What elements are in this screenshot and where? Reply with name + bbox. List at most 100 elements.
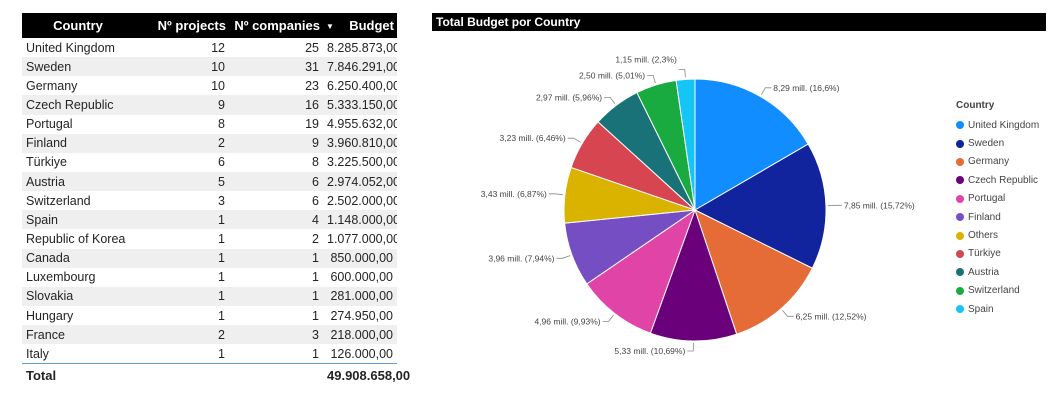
cell-projects: 1: [134, 229, 229, 249]
cell-companies: 23: [229, 76, 323, 96]
pie-slice[interactable]: [675, 78, 696, 211]
legend-item-label: Austria: [968, 266, 1000, 278]
legend-item-label: Others: [968, 230, 999, 242]
cell-country: Republic of Korea: [22, 229, 134, 249]
pie-slice[interactable]: [693, 143, 827, 269]
slice-data-label: 2,50 mill. (5,01%): [579, 70, 645, 80]
legend-item[interactable]: Switzerland: [956, 282, 1039, 300]
slice-data-label: 3,96 mill. (7,94%): [488, 253, 554, 263]
slice-leader-line: [647, 75, 656, 84]
table-row[interactable]: Austria 5 6 2.974.052,00: [22, 171, 397, 192]
legend-color-dot-icon: [956, 268, 964, 277]
table-row[interactable]: Canada 1 1 850.000,00: [22, 248, 397, 268]
table-row[interactable]: United Kingdom 12 25 8.285.873,00: [22, 38, 397, 58]
chart-legend: Country United Kingdom Sweden Germany Czech…: [956, 100, 1039, 318]
legend-item-label: Czech Republic: [968, 174, 1039, 186]
legend-item[interactable]: Spain: [956, 300, 1039, 318]
cell-budget: 8.285.873,00: [323, 38, 397, 58]
cell-budget: 3.960.810,00: [323, 133, 397, 153]
table-row[interactable]: Hungary 1 1 274.950,00: [22, 305, 397, 326]
cell-country: France: [22, 325, 134, 345]
cell-country: Austria: [22, 171, 134, 192]
budget-table-visual: Country Nº projects Nº companies ▼ Budget…: [22, 13, 410, 387]
cell-country: United Kingdom: [22, 38, 134, 58]
table-row[interactable]: France 2 3 218.000,00: [22, 325, 397, 345]
slice-data-label: 7,85 mill. (15,72%): [844, 200, 915, 210]
cell-country: Canada: [22, 248, 134, 268]
cell-budget: 126.000,00: [323, 344, 397, 364]
table-row[interactable]: Switzerland 3 6 2.502.000,00: [22, 191, 397, 211]
legend-color-dot-icon: [956, 121, 964, 130]
legend-item-label: Sweden: [968, 138, 1005, 150]
cell-companies: 25: [229, 38, 323, 58]
cell-companies: 4: [229, 210, 323, 230]
slice-leader-line: [604, 97, 616, 105]
cell-budget: 850.000,00: [323, 248, 397, 268]
legend-item[interactable]: Finland: [956, 208, 1039, 226]
column-header-companies[interactable]: Nº companies: [229, 13, 323, 38]
cell-projects: 10: [134, 76, 229, 96]
table-row[interactable]: Slovakia 1 1 281.000,00: [22, 286, 397, 306]
column-header-budget[interactable]: ▼ Budget: [323, 13, 397, 38]
sort-descending-icon: ▼: [326, 22, 334, 31]
cell-budget: 274.950,00: [323, 305, 397, 326]
slice-data-label: 5,33 mill. (10,69%): [614, 346, 685, 356]
legend-item[interactable]: Sweden: [956, 134, 1039, 152]
cell-projects: 1: [134, 286, 229, 306]
table-row[interactable]: Italy 1 1 126.000,00: [22, 344, 397, 364]
cell-projects: 1: [134, 344, 229, 364]
legend-item-label: United Kingdom: [968, 119, 1040, 131]
legend-color-dot-icon: [956, 194, 964, 203]
legend-item[interactable]: Others: [956, 226, 1039, 244]
total-companies: [229, 363, 323, 387]
legend-color-dot-icon: [956, 176, 964, 185]
legend-item[interactable]: Türkiye: [956, 245, 1039, 263]
slice-leader-line: [556, 255, 571, 259]
legend-color-dot-icon: [956, 157, 964, 166]
cell-companies: 6: [229, 191, 323, 211]
pie-slice[interactable]: [694, 78, 809, 211]
total-projects: [134, 363, 229, 387]
cell-budget: 1.077.000,00: [323, 229, 397, 249]
legend-item[interactable]: Portugal: [956, 190, 1039, 208]
table-row[interactable]: Luxembourg 1 1 600.000,00: [22, 267, 397, 287]
slice-leader-line: [602, 314, 614, 322]
table-header-row: Country Nº projects Nº companies ▼ Budget: [22, 13, 397, 38]
table-row[interactable]: Türkiye 6 8 3.225.500,00: [22, 152, 397, 172]
table-row[interactable]: Czech Republic 9 16 5.333.150,00: [22, 95, 397, 115]
table-row[interactable]: Finland 2 9 3.960.810,00: [22, 133, 397, 153]
legend-item[interactable]: Czech Republic: [956, 171, 1039, 189]
slice-data-label: 2,97 mill. (5,96%): [536, 92, 602, 102]
table-row[interactable]: Spain 1 4 1.148.000,00: [22, 210, 397, 230]
cell-country: Luxembourg: [22, 267, 134, 287]
legend-color-dot-icon: [956, 305, 964, 314]
pie-chart: 8,29 mill. (16,6%) 7,85 mill. (15,72%) 6,2…: [481, 54, 915, 356]
legend-item-label: Germany: [968, 156, 1010, 168]
cell-budget: 600.000,00: [323, 267, 397, 287]
legend-item[interactable]: Germany: [956, 153, 1039, 171]
cell-country: Germany: [22, 76, 134, 96]
cell-budget: 218.000,00: [323, 325, 397, 345]
cell-companies: 1: [229, 305, 323, 326]
table-row[interactable]: Portugal 8 19 4.955.632,00: [22, 114, 397, 134]
column-header-projects[interactable]: Nº projects: [134, 13, 229, 38]
legend-item-label: Spain: [968, 303, 994, 315]
legend-item[interactable]: United Kingdom: [956, 116, 1039, 134]
cell-country: Spain: [22, 210, 134, 230]
legend-item[interactable]: Austria: [956, 263, 1039, 281]
table-row[interactable]: Sweden 10 31 7.846.291,00: [22, 57, 397, 77]
cell-projects: 6: [134, 152, 229, 172]
table-row[interactable]: Republic of Korea 1 2 1.077.000,00: [22, 229, 397, 249]
pie-slice[interactable]: [649, 208, 738, 342]
cell-projects: 9: [134, 95, 229, 115]
cell-budget: 7.846.291,00: [323, 57, 397, 77]
pie-slice[interactable]: [586, 208, 696, 334]
legend-color-dot-icon: [956, 139, 964, 148]
slice-leader-line: [678, 69, 686, 78]
slice-leader-line: [760, 87, 772, 95]
table-row[interactable]: Germany 10 23 6.250.400,00: [22, 76, 397, 96]
cell-projects: 2: [134, 325, 229, 345]
pie-slice[interactable]: [694, 209, 814, 335]
chart-title: Total Budget por Country: [432, 13, 1046, 31]
column-header-country[interactable]: Country: [22, 13, 134, 38]
